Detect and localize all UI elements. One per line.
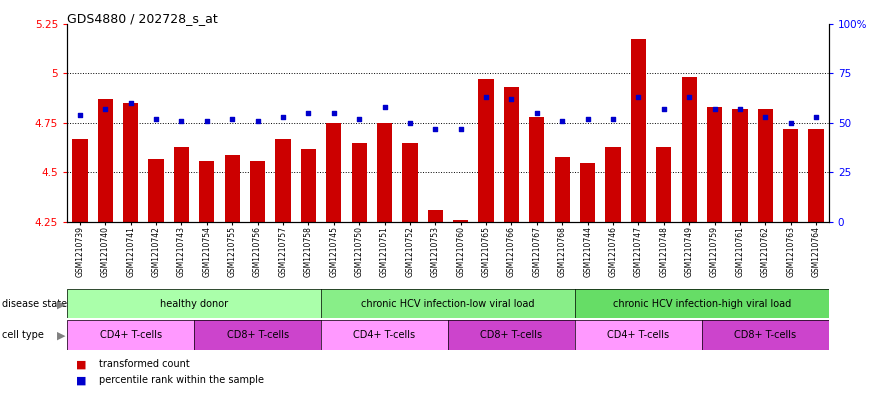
Point <box>200 118 214 124</box>
Bar <box>453 220 469 222</box>
Point <box>251 118 265 124</box>
Text: ▶: ▶ <box>57 331 65 341</box>
Point <box>504 96 519 102</box>
Bar <box>199 160 214 222</box>
Text: cell type: cell type <box>2 330 44 340</box>
Point <box>174 118 189 124</box>
Bar <box>631 39 646 222</box>
Text: CD8+ T-cells: CD8+ T-cells <box>734 330 797 340</box>
Point <box>149 116 163 122</box>
Bar <box>682 77 697 222</box>
Text: percentile rank within the sample: percentile rank within the sample <box>99 375 263 385</box>
Point <box>301 110 315 116</box>
Bar <box>402 143 418 222</box>
Bar <box>275 139 290 222</box>
Text: healthy donor: healthy donor <box>160 299 228 309</box>
Text: CD8+ T-cells: CD8+ T-cells <box>480 330 543 340</box>
Text: ▶: ▶ <box>57 299 65 309</box>
Bar <box>707 107 722 222</box>
Text: CD4+ T-cells: CD4+ T-cells <box>99 330 162 340</box>
Point <box>556 118 570 124</box>
Bar <box>321 289 575 318</box>
Text: CD8+ T-cells: CD8+ T-cells <box>227 330 289 340</box>
Bar <box>448 320 575 350</box>
Bar <box>702 320 829 350</box>
Bar <box>351 143 366 222</box>
Point <box>327 110 341 116</box>
Point <box>478 94 493 100</box>
Text: chronic HCV infection-high viral load: chronic HCV infection-high viral load <box>613 299 791 309</box>
Bar <box>575 320 702 350</box>
Point <box>682 94 696 100</box>
Bar <box>174 147 189 222</box>
Point <box>809 114 823 120</box>
Text: chronic HCV infection-low viral load: chronic HCV infection-low viral load <box>361 299 535 309</box>
Bar <box>758 109 773 222</box>
Bar <box>98 99 113 222</box>
Point <box>606 116 620 122</box>
Bar <box>530 117 545 222</box>
Point <box>403 119 418 126</box>
Point <box>352 116 366 122</box>
Bar <box>783 129 798 222</box>
Bar <box>656 147 671 222</box>
Point <box>708 106 722 112</box>
Point <box>276 114 290 120</box>
Point <box>783 119 798 126</box>
Bar <box>194 320 321 350</box>
Text: CD4+ T-cells: CD4+ T-cells <box>607 330 669 340</box>
Point <box>377 104 392 110</box>
Bar <box>301 149 316 222</box>
Point <box>657 106 671 112</box>
Text: ■: ■ <box>76 375 87 385</box>
Text: CD4+ T-cells: CD4+ T-cells <box>353 330 416 340</box>
Text: transformed count: transformed count <box>99 359 189 369</box>
Point <box>225 116 239 122</box>
Point <box>733 106 747 112</box>
Bar <box>606 147 621 222</box>
Bar <box>580 163 595 222</box>
Bar <box>377 123 392 222</box>
Bar <box>427 210 443 222</box>
Bar <box>555 156 570 222</box>
Bar <box>321 320 448 350</box>
Bar <box>149 158 164 222</box>
Point <box>428 126 443 132</box>
Point <box>530 110 544 116</box>
Point <box>581 116 595 122</box>
Text: GDS4880 / 202728_s_at: GDS4880 / 202728_s_at <box>67 12 218 25</box>
Point <box>73 112 87 118</box>
Bar <box>808 129 823 222</box>
Point <box>758 114 772 120</box>
Bar <box>225 154 240 222</box>
Point <box>453 126 468 132</box>
Text: ■: ■ <box>76 359 87 369</box>
Bar <box>123 103 138 222</box>
Bar <box>67 289 321 318</box>
Bar <box>326 123 341 222</box>
Point <box>99 106 113 112</box>
Text: disease state: disease state <box>2 299 67 309</box>
Point <box>631 94 645 100</box>
Bar <box>478 79 494 222</box>
Bar <box>67 320 194 350</box>
Bar <box>504 87 519 222</box>
Bar <box>732 109 747 222</box>
Bar <box>575 289 829 318</box>
Point <box>124 100 138 106</box>
Bar <box>250 160 265 222</box>
Bar <box>73 139 88 222</box>
